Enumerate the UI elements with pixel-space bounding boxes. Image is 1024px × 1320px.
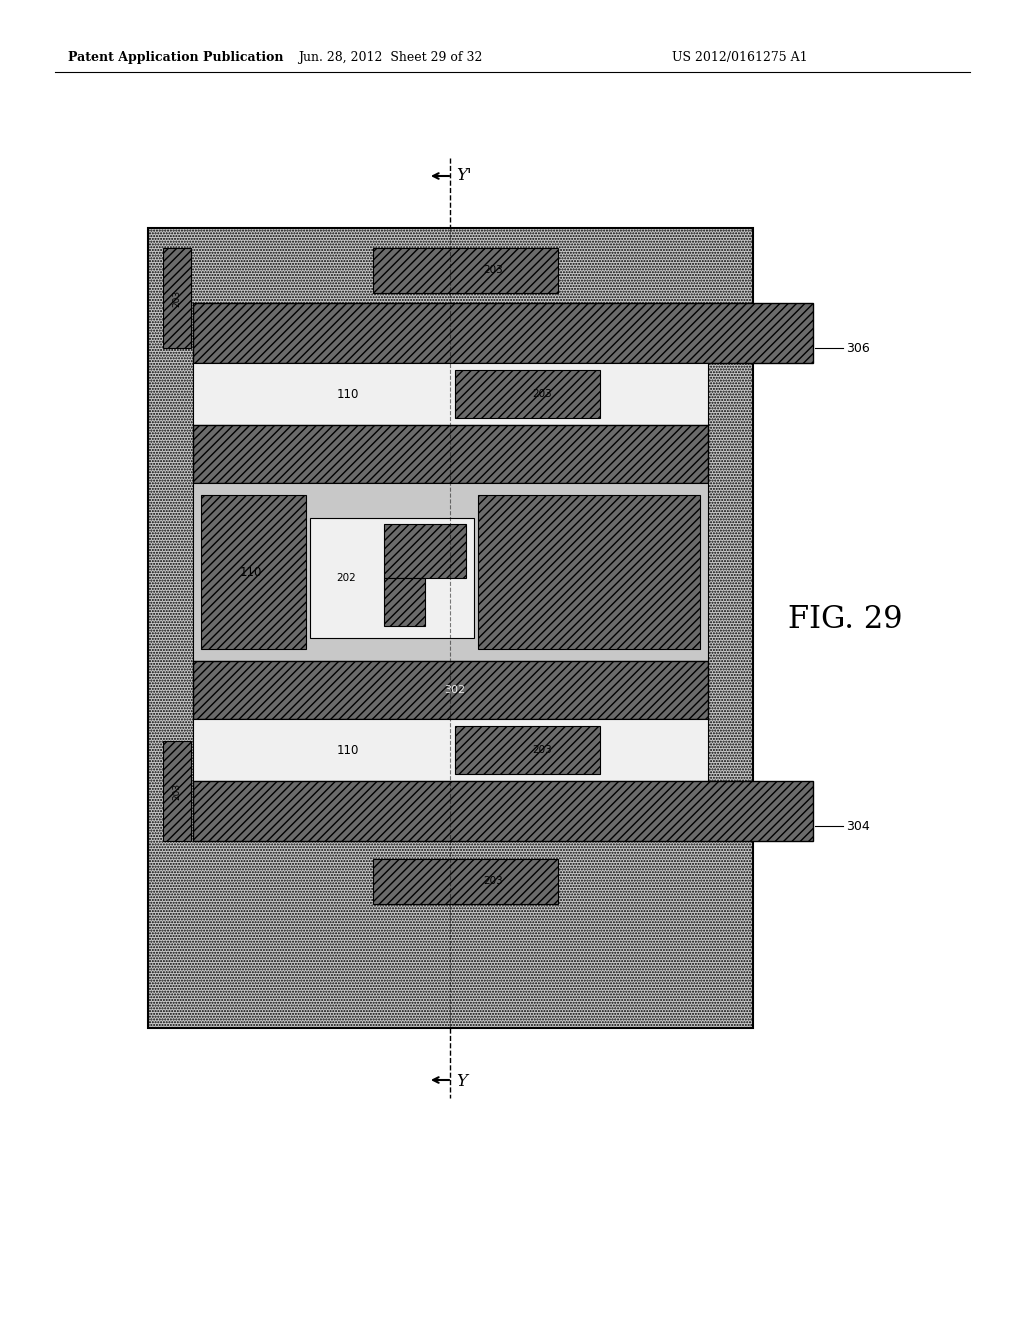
Bar (201, 495, 306, 649)
Bar (193, 661, 708, 719)
Text: FIG. 29: FIG. 29 (787, 605, 902, 635)
Bar (163, 741, 191, 841)
Bar (193, 781, 813, 841)
Bar (310, 517, 474, 638)
Text: 203: 203 (532, 744, 552, 755)
Text: Y: Y (456, 1072, 467, 1089)
Bar (373, 248, 558, 293)
Text: 110: 110 (336, 743, 358, 756)
Text: 203: 203 (172, 783, 181, 800)
Text: US 2012/0161275 A1: US 2012/0161275 A1 (672, 50, 808, 63)
Bar (193, 719, 708, 781)
Bar (478, 495, 700, 649)
Text: 302: 302 (444, 685, 466, 696)
Text: 110: 110 (240, 565, 262, 578)
Text: 306: 306 (846, 342, 869, 355)
Text: 202: 202 (336, 573, 356, 583)
Bar (384, 578, 425, 626)
Text: 203: 203 (483, 265, 503, 275)
Bar (455, 726, 600, 774)
Text: 304: 304 (846, 820, 869, 833)
Text: 203: 203 (172, 289, 181, 306)
Bar (384, 524, 466, 578)
Text: Patent Application Publication: Patent Application Publication (68, 50, 284, 63)
Text: 110: 110 (336, 388, 358, 400)
Bar (193, 483, 708, 661)
Bar (148, 228, 753, 1028)
Text: 203: 203 (483, 876, 503, 886)
Bar (455, 370, 600, 418)
Bar (193, 304, 813, 363)
Bar (193, 363, 708, 425)
Bar (193, 425, 708, 483)
Text: 203: 203 (532, 389, 552, 399)
Text: Jun. 28, 2012  Sheet 29 of 32: Jun. 28, 2012 Sheet 29 of 32 (298, 50, 482, 63)
Bar (373, 859, 558, 904)
Bar (163, 248, 191, 348)
Text: Y': Y' (456, 166, 472, 183)
